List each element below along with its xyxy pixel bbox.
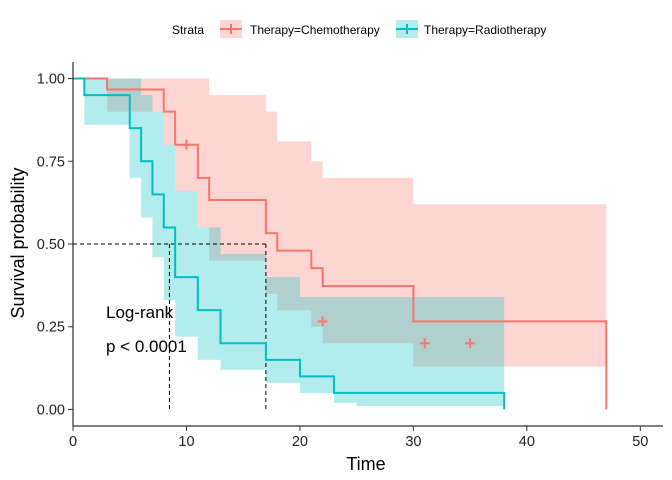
ci-band-segment (84, 78, 119, 125)
ci-band-segment (175, 78, 198, 192)
x-tick-label: 0 (69, 434, 77, 450)
censor-mark (317, 316, 328, 327)
ci-band-segment (265, 111, 278, 294)
x-tick-label: 40 (519, 434, 535, 450)
annotation-p-value: p < 0.0001 (106, 337, 187, 356)
x-tick-label: 50 (632, 434, 648, 450)
survival-curve-1 (73, 77, 506, 410)
censor-mark (181, 139, 192, 150)
ci-band-segment (265, 277, 300, 383)
y-tick-label: 0.75 (37, 154, 65, 170)
x-axis-title: Time (346, 454, 385, 474)
ci-band-segment (311, 161, 323, 327)
ci-band-segment (277, 141, 312, 311)
ci-band-segment (333, 296, 357, 403)
axes: 0 10 20 30 40 50 0.00 0.25 0.50 0.75 1.00 (37, 62, 663, 450)
legend-swatch-chemotherapy (220, 20, 242, 38)
censor-marks (181, 139, 476, 349)
y-axis-ticks: 0.00 0.25 0.50 0.75 1.00 (37, 72, 73, 418)
survival-curves (73, 77, 608, 410)
annotation-test-name: Log-rank (106, 303, 174, 322)
confidence-bands (84, 78, 607, 407)
legend-label-radiotherapy: Therapy=Radiotherapy (424, 23, 546, 37)
ci-band-segment (141, 95, 153, 218)
x-tick-label: 30 (405, 434, 421, 450)
x-tick-label: 10 (178, 434, 194, 450)
ci-band-segment (322, 177, 414, 344)
ci-band-segment (413, 204, 607, 367)
ci-band-segment (118, 78, 130, 125)
ci-band-segment (299, 296, 334, 393)
legend: Strata Therapy=Chemotherapy Therapy=Radi… (172, 20, 546, 38)
ci-band-segment (197, 227, 221, 360)
y-tick-label: 0.50 (37, 237, 65, 253)
ci-band-segment (220, 253, 266, 370)
ci-band-segment (152, 111, 164, 258)
ci-band-segment (197, 78, 210, 228)
censor-mark (419, 338, 430, 349)
ci-band-segment (356, 296, 505, 407)
ci-band-segment (209, 95, 266, 261)
legend-title: Strata (172, 23, 204, 37)
censor-mark (465, 338, 476, 349)
legend-swatch-radiotherapy (396, 20, 418, 38)
x-tick-label: 20 (292, 434, 308, 450)
ci-band-segment (163, 144, 176, 301)
survival-curve-0 (73, 77, 608, 410)
y-tick-label: 0.25 (37, 320, 65, 336)
y-axis-title: Survival probability (8, 167, 28, 318)
y-tick-label: 0.00 (37, 402, 65, 418)
y-tick-label: 1.00 (37, 72, 65, 88)
legend-label-chemotherapy: Therapy=Chemotherapy (250, 23, 380, 37)
x-axis-ticks: 0 10 20 30 40 50 (69, 426, 648, 450)
ci-band-segment (175, 191, 198, 337)
